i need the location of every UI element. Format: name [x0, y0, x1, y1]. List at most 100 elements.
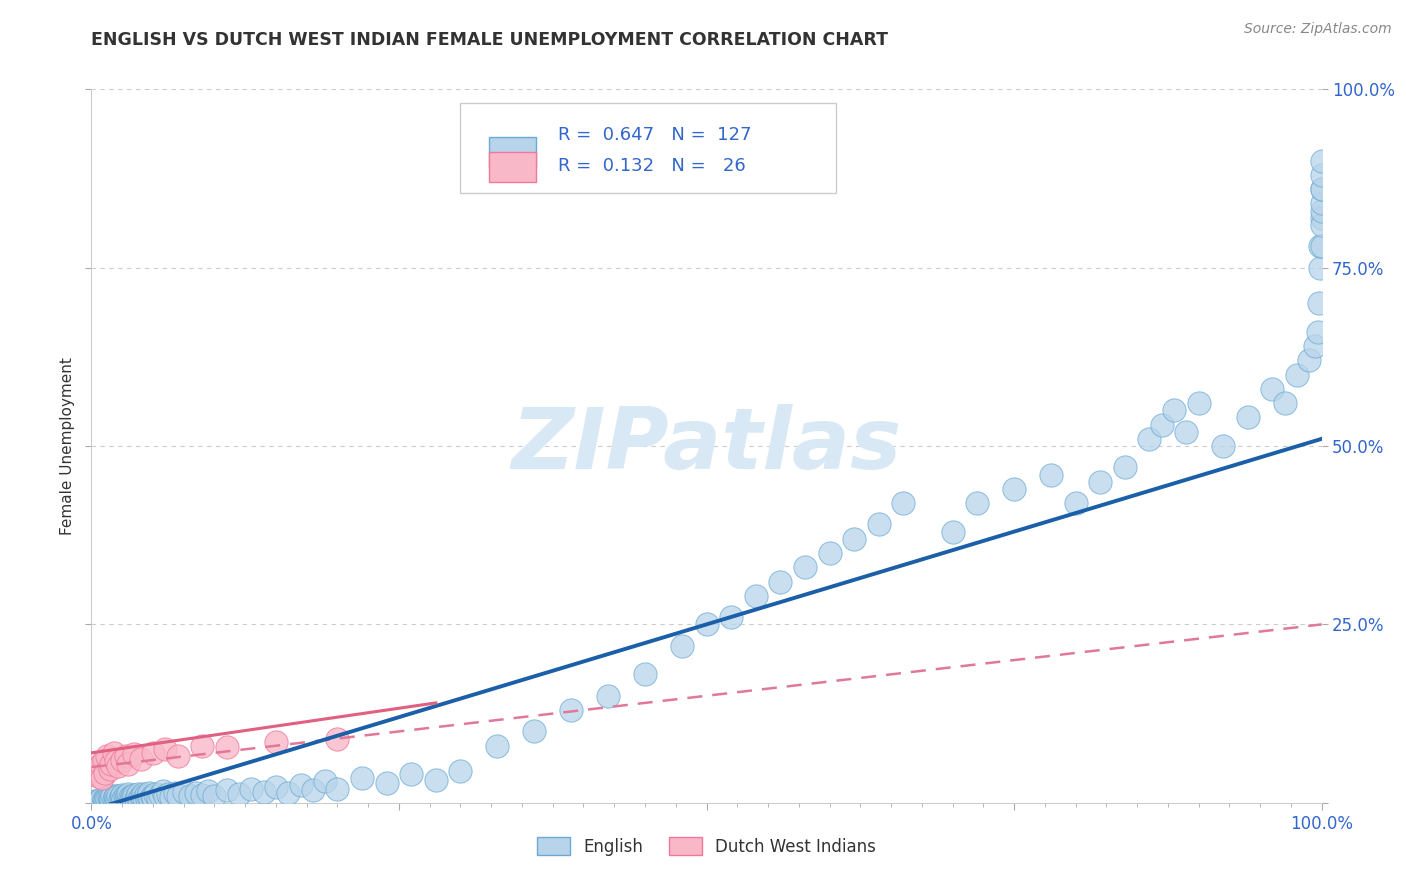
Point — [425, 772, 447, 787]
Point — [1285, 368, 1308, 382]
Point — [191, 788, 214, 802]
Point — [1310, 203, 1333, 218]
Point — [96, 790, 117, 805]
Point — [142, 790, 165, 805]
Point — [149, 788, 172, 802]
Point — [117, 787, 139, 801]
Point — [97, 790, 120, 805]
Point — [107, 789, 129, 804]
Point — [100, 756, 122, 771]
Point — [1305, 339, 1327, 353]
Point — [103, 746, 125, 760]
Point — [90, 756, 112, 771]
FancyBboxPatch shape — [460, 103, 835, 193]
FancyBboxPatch shape — [489, 136, 536, 167]
Point — [163, 786, 186, 800]
Point — [125, 789, 148, 804]
Point — [868, 517, 890, 532]
Point — [90, 792, 112, 806]
Point — [98, 790, 121, 805]
Point — [153, 789, 177, 804]
Point — [108, 792, 131, 806]
Point — [96, 749, 118, 764]
Point — [179, 789, 201, 804]
Point — [1150, 417, 1173, 432]
Point — [326, 781, 349, 796]
Point — [1310, 153, 1333, 168]
Point — [352, 771, 374, 785]
Point — [93, 791, 115, 805]
Point — [98, 762, 121, 776]
Point — [114, 749, 138, 764]
Point — [141, 789, 163, 803]
Point — [105, 791, 128, 805]
Point — [1309, 239, 1331, 253]
Point — [184, 786, 207, 800]
Point — [142, 746, 165, 760]
Point — [105, 793, 127, 807]
Point — [132, 787, 155, 801]
Point — [87, 760, 110, 774]
Point — [94, 793, 117, 807]
Point — [240, 781, 263, 796]
Point — [114, 790, 138, 805]
Point — [1175, 425, 1198, 439]
Point — [122, 790, 145, 805]
Point — [399, 767, 422, 781]
Point — [1308, 296, 1330, 310]
Point — [100, 791, 122, 805]
Point — [1306, 325, 1329, 339]
Point — [93, 753, 115, 767]
Point — [146, 790, 169, 805]
Point — [1310, 196, 1333, 211]
Point — [89, 764, 111, 778]
Point — [1114, 460, 1136, 475]
Point — [173, 785, 195, 799]
Point — [124, 792, 146, 806]
Point — [560, 703, 582, 717]
Point — [191, 739, 214, 753]
Point — [720, 610, 742, 624]
Point — [84, 767, 107, 781]
Point — [134, 790, 156, 805]
Point — [129, 751, 152, 765]
Point — [138, 786, 160, 800]
Point — [228, 787, 250, 801]
Point — [127, 787, 149, 801]
Point — [110, 790, 132, 805]
Point — [1064, 496, 1087, 510]
Point — [197, 784, 219, 798]
Point — [120, 791, 142, 805]
Point — [634, 667, 657, 681]
Text: R =  0.647   N =  127: R = 0.647 N = 127 — [558, 127, 751, 145]
Point — [891, 496, 914, 510]
Text: ZIPatlas: ZIPatlas — [512, 404, 901, 488]
Point — [1261, 382, 1284, 396]
Point — [1310, 182, 1333, 196]
Point — [290, 778, 312, 792]
Point — [1310, 211, 1333, 225]
Point — [115, 789, 138, 803]
Point — [486, 739, 509, 753]
Point — [111, 793, 134, 807]
Point — [1310, 239, 1333, 253]
Point — [84, 794, 107, 808]
Point — [160, 790, 183, 805]
Point — [105, 789, 127, 803]
Point — [375, 776, 398, 790]
Point — [1187, 396, 1209, 410]
Point — [111, 788, 134, 802]
Point — [104, 790, 127, 805]
Point — [596, 689, 619, 703]
Point — [1039, 467, 1063, 482]
Point — [118, 790, 141, 805]
Point — [202, 789, 225, 803]
Point — [112, 791, 135, 805]
Point — [277, 786, 299, 800]
Point — [326, 731, 349, 746]
Point — [93, 794, 115, 808]
Point — [1310, 168, 1333, 182]
Point — [153, 742, 177, 756]
Text: ENGLISH VS DUTCH WEST INDIAN FEMALE UNEMPLOYMENT CORRELATION CHART: ENGLISH VS DUTCH WEST INDIAN FEMALE UNEM… — [91, 31, 889, 49]
Point — [117, 756, 139, 771]
